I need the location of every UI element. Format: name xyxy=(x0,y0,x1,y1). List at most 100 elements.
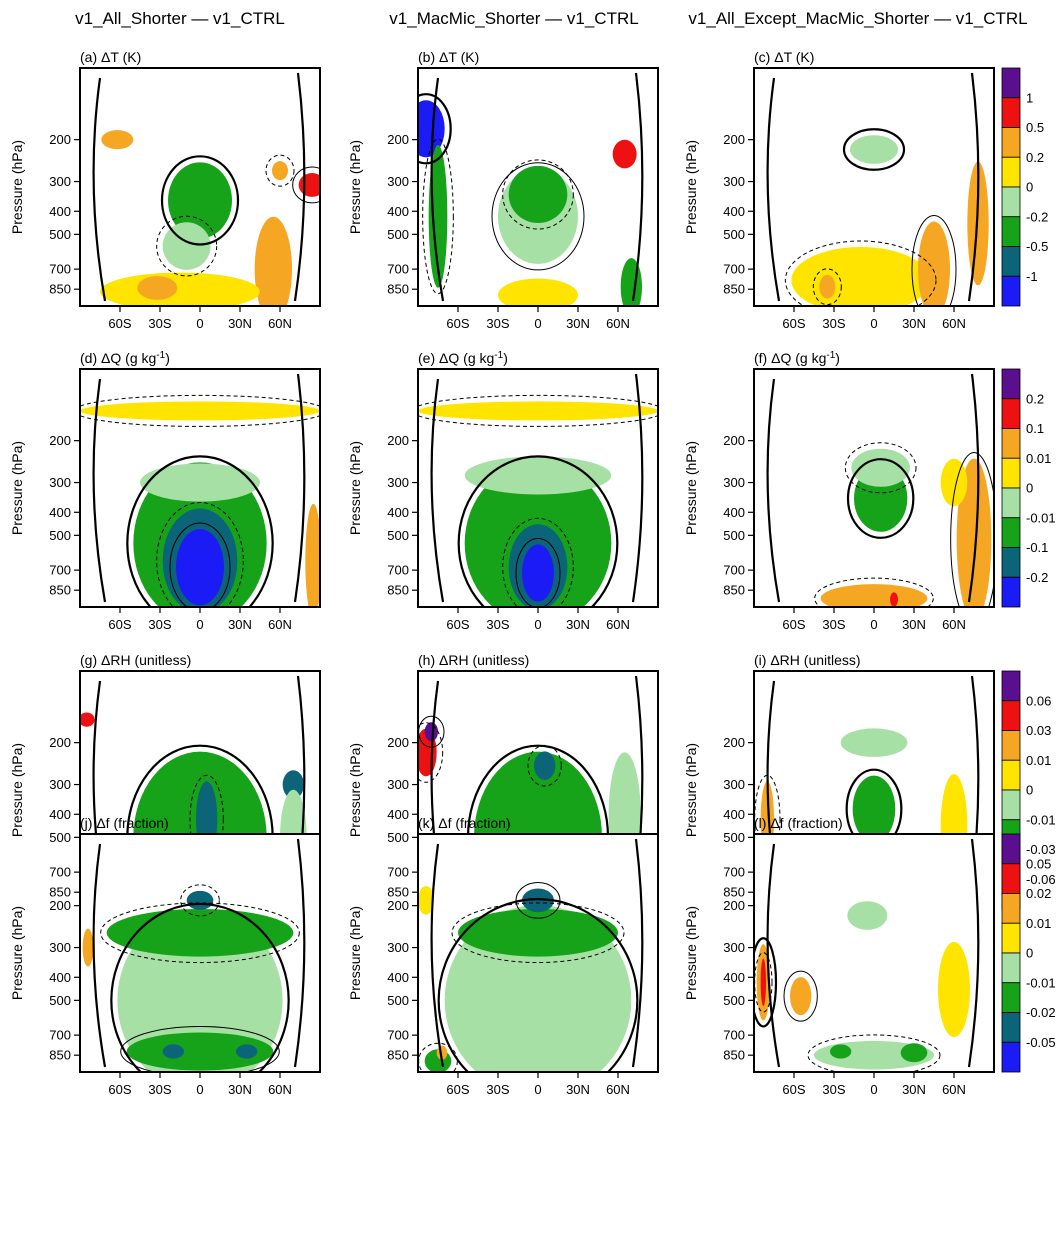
colorbar-box xyxy=(1001,670,1021,702)
shaded-field xyxy=(80,834,320,1072)
y-tick-label: 500 xyxy=(723,528,745,543)
panel-unit: (K) xyxy=(123,49,142,65)
panel: (f) ΔQ (g kg-1) 200 300 400 500 700 850 60S 30S 0… xyxy=(683,350,995,632)
y-tick-label: 400 xyxy=(49,204,71,219)
panel-unit: (unitless) xyxy=(804,652,861,668)
panel: (a) ΔT (K) 200 300 400 500 700 850 60S 30S 0 30N 60… xyxy=(9,49,321,331)
colorbar-box xyxy=(1001,275,1021,307)
y-tick-label: 400 xyxy=(723,970,745,985)
panel-variable: ΔQ xyxy=(439,350,459,366)
x-tick-label: 30S xyxy=(822,1082,845,1097)
y-axis-label: Pressure (hPa) xyxy=(9,906,25,1000)
x-tick-label: 60S xyxy=(108,316,131,331)
contour-line xyxy=(80,394,320,427)
shaded-region xyxy=(918,221,950,306)
panel-variable: Δf xyxy=(96,815,109,831)
panel-title: (d) ΔQ (g kg-1) xyxy=(80,350,170,366)
shaded-region xyxy=(140,463,260,502)
shaded-region xyxy=(106,908,294,957)
panel-title: (g) ΔRH (unitless) xyxy=(80,652,191,668)
shaded-region xyxy=(418,401,658,421)
column-titles: v1_All_Shorter — v1_CTRL v1_MacMic_Shorte… xyxy=(75,9,1027,28)
y-tick-label: 300 xyxy=(387,475,409,490)
y-tick-label: 200 xyxy=(49,898,71,913)
y-tick-label: 400 xyxy=(723,505,745,520)
colorbar-label: 0.01 xyxy=(1026,916,1051,931)
y-tick-label: 850 xyxy=(723,1048,745,1063)
panel: (b) ΔT (K) 200 300 400 500 700 850 60S 30S 0 30N 60… xyxy=(347,49,659,331)
contour-line xyxy=(418,722,444,783)
y-axis-label: Pressure (hPa) xyxy=(347,743,363,837)
panel-variable: ΔRH xyxy=(101,652,131,668)
x-tick-label: 0 xyxy=(870,617,877,632)
y-tick-label: 700 xyxy=(723,563,745,578)
shaded-region xyxy=(847,901,888,930)
y-axis-label: Pressure (hPa) xyxy=(9,140,25,234)
y-tick-label: 400 xyxy=(723,807,745,822)
shaded-region xyxy=(508,165,568,224)
panel-title: (k) Δf (fraction) xyxy=(418,815,511,831)
colorbar-label: 0.5 xyxy=(1026,120,1044,135)
contour-lines xyxy=(92,838,306,1072)
colorbar-label: 0.06 xyxy=(1026,693,1051,708)
contour-line xyxy=(110,902,290,1072)
panel-unit: (g kg xyxy=(125,350,156,366)
contour-line xyxy=(950,452,994,607)
panel-unit: (fraction) xyxy=(455,815,510,831)
y-tick-label: 850 xyxy=(49,1048,71,1063)
shaded-region xyxy=(956,458,992,607)
shaded-region xyxy=(424,722,439,742)
shaded-region xyxy=(272,161,288,181)
colorbar-box xyxy=(1001,127,1021,158)
contour-line xyxy=(631,838,644,1068)
contour-line xyxy=(527,744,562,787)
panel-unit-close: ) xyxy=(503,350,508,366)
contour-line xyxy=(180,884,220,917)
shaded-region xyxy=(790,977,812,1016)
shaded-region xyxy=(101,130,134,150)
shaded-region xyxy=(162,1044,184,1059)
y-tick-label: 300 xyxy=(723,940,745,955)
y-tick-label: 300 xyxy=(49,940,71,955)
y-tick-label: 850 xyxy=(723,885,745,900)
panel-title: (c) ΔT (K) xyxy=(754,49,814,65)
contour-line xyxy=(169,522,231,607)
colorbar-label: -1 xyxy=(1026,269,1038,284)
contour-line xyxy=(784,240,937,306)
y-tick-label: 300 xyxy=(49,174,71,189)
x-tick-label: 60S xyxy=(108,617,131,632)
shaded-region xyxy=(418,886,434,915)
panel-variable: ΔQ xyxy=(101,350,121,366)
y-tick-label: 500 xyxy=(387,227,409,242)
panel-title: (h) ΔRH (unitless) xyxy=(418,652,529,668)
x-tick-label: 30N xyxy=(902,617,926,632)
panel-label: (k) xyxy=(418,815,434,831)
colorbar-box xyxy=(1001,368,1021,400)
colorbar-label: -0.01 xyxy=(1026,510,1056,525)
y-tick-label: 700 xyxy=(49,262,71,277)
panel-variable: ΔT xyxy=(439,49,457,65)
panel-unit-close: ) xyxy=(835,350,840,366)
panel-variable: Δf xyxy=(770,815,783,831)
shaded-region xyxy=(830,1044,852,1059)
y-tick-label: 200 xyxy=(49,132,71,147)
colorbar-box xyxy=(1001,457,1021,489)
colorbar-box xyxy=(1001,789,1021,821)
shaded-region xyxy=(305,503,320,607)
column-title: v1_All_Shorter — v1_CTRL xyxy=(75,9,285,28)
y-tick-label: 700 xyxy=(387,563,409,578)
y-tick-label: 200 xyxy=(387,898,409,913)
x-tick-label: 30S xyxy=(148,316,171,331)
contour-line xyxy=(911,215,957,306)
panel-variable: ΔT xyxy=(774,49,792,65)
contour-lines xyxy=(418,838,644,1072)
panels: (a) ΔT (K) 200 300 400 500 700 850 60S 30S 0 30N 60… xyxy=(9,49,995,1097)
x-tick-label: 60S xyxy=(782,617,805,632)
y-tick-label: 500 xyxy=(387,830,409,845)
y-tick-label: 500 xyxy=(387,993,409,1008)
y-tick-label: 500 xyxy=(723,227,745,242)
colorbar-label: -0.1 xyxy=(1026,540,1048,555)
panel-title: (j) Δf (fraction) xyxy=(80,815,169,831)
panel-label: (a) xyxy=(80,49,97,65)
colorbar-label: -0.2 xyxy=(1026,570,1048,585)
